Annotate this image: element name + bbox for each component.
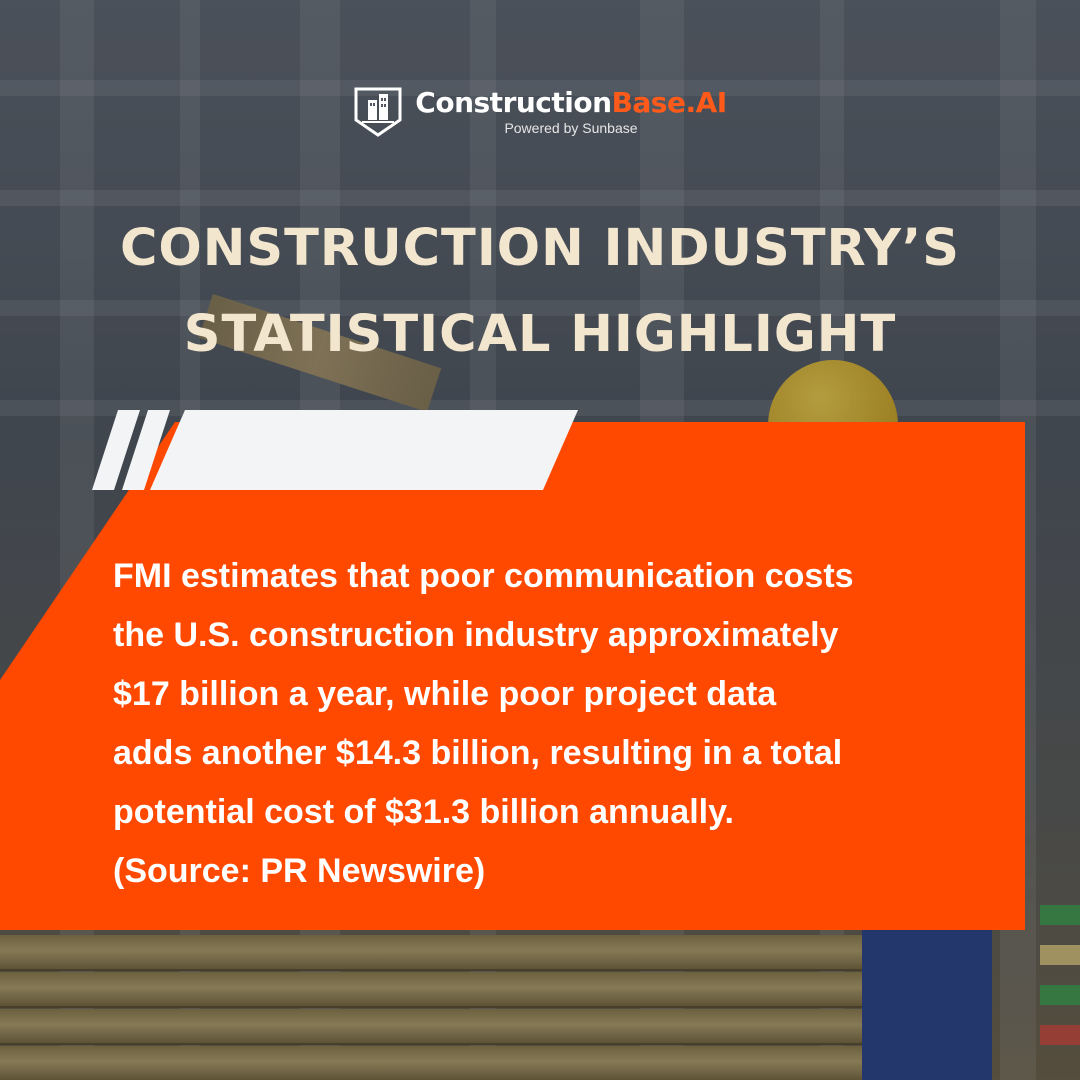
statistic-line: $17 billion a year, while poor project d… — [113, 675, 777, 713]
brand-tagline: Powered by Sunbase — [504, 120, 638, 136]
stripe-1 — [92, 410, 140, 490]
brand-name: ConstructionBase.AI — [415, 86, 728, 120]
statistic-line: the U.S. construction industry approxima… — [113, 616, 839, 654]
title-line-2: STATISTICAL HIGHLIGHT — [183, 305, 897, 364]
title-line-1: CONSTRUCTION INDUSTRY’S — [119, 219, 961, 278]
brand-name-main: Construction — [415, 86, 612, 119]
white-banner-bar — [150, 410, 578, 490]
statistic-text: FMI estimates that poor communication co… — [113, 547, 993, 901]
brand-name-accent: Base.AI — [611, 86, 728, 119]
orange-panel — [0, 422, 1025, 930]
statistic-line: FMI estimates that poor communication co… — [113, 557, 854, 595]
source-citation: (Source: PR Newswire) — [113, 852, 486, 890]
stripe-2 — [122, 410, 170, 490]
building-shield-icon — [354, 87, 402, 137]
statistic-line: potential cost of $31.3 billion annually… — [113, 793, 734, 831]
statistic-line: adds another $14.3 billion, resulting in… — [113, 734, 843, 772]
brand-logo: ConstructionBase.AI Powered by Sunbase — [0, 86, 1080, 138]
page-title: CONSTRUCTION INDUSTRY’S STATISTICAL HIGH… — [0, 206, 1080, 378]
